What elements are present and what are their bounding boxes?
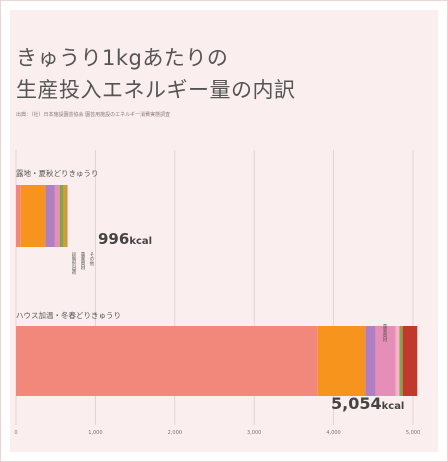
group-label-open-field: 露地・夏秋どりきゅうり [16, 169, 99, 178]
total-value: 996 [98, 230, 130, 248]
segment-tag: 農業資材 [382, 324, 387, 342]
total-label-open-field: 996kcal [98, 230, 152, 248]
bar-segment [399, 326, 403, 396]
total-label-greenhouse: 5,054kcal [331, 394, 404, 413]
group-label-greenhouse: ハウス加温・冬春どりきゅうり [16, 311, 121, 320]
bar-segment [402, 326, 418, 396]
total-unit: kcal [381, 401, 405, 412]
bar-segment [59, 185, 64, 247]
bar-segment [16, 326, 318, 396]
segment-tag: 農業資材 [80, 252, 85, 270]
x-tick-label: 5,000 [406, 430, 420, 436]
x-tick-label: 0 [14, 430, 17, 436]
bar-segment [45, 185, 55, 247]
x-tick-label: 2,000 [168, 430, 182, 436]
bar-segment [20, 185, 46, 247]
bar-segment [54, 185, 60, 247]
total-value: 5,054 [331, 394, 382, 413]
bar-segment [395, 326, 400, 396]
total-unit: kcal [129, 236, 153, 247]
chart-source-note: 出典：（社）日本施設園芸協会 園芸用施設のエネルギー消費実態調査 [16, 112, 171, 118]
chart-title-line-1: きゅうり1kgあたりの [16, 46, 229, 70]
bar-segment [16, 185, 21, 247]
x-tick-label: 1,000 [88, 430, 102, 436]
bar-segment [317, 326, 366, 396]
x-tick-label: 3,000 [247, 430, 261, 436]
segment-tag: その他 [89, 252, 94, 266]
bar-segment [63, 185, 67, 247]
bar-segment [66, 185, 68, 247]
segment-tag: 段階別出荷 [71, 252, 76, 275]
x-tick-label: 4,000 [326, 430, 340, 436]
chart-title-line-2: 生産投入エネルギー量の内訳 [16, 78, 296, 102]
bar-segment [365, 326, 376, 396]
bar-segment [375, 326, 396, 396]
